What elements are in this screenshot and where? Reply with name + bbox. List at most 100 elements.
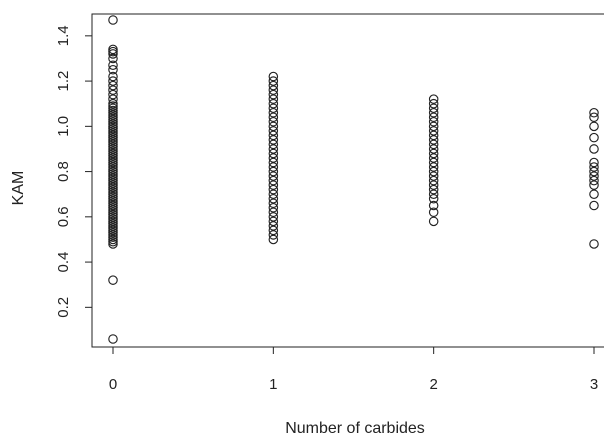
data-point bbox=[428, 153, 439, 163]
data-point bbox=[268, 112, 279, 123]
data-point bbox=[108, 76, 118, 86]
data-point bbox=[428, 207, 439, 218]
data-point bbox=[268, 234, 279, 245]
y-axis-label: KAM bbox=[10, 171, 27, 206]
data-point bbox=[428, 166, 439, 177]
y-tick-label: 0.2 bbox=[55, 297, 72, 318]
x-tick-label: 2 bbox=[429, 376, 437, 393]
data-point bbox=[268, 94, 279, 104]
data-point bbox=[268, 225, 279, 236]
data-point bbox=[589, 239, 599, 249]
data-point bbox=[589, 200, 599, 211]
data-point bbox=[108, 53, 118, 64]
data-point bbox=[428, 126, 439, 136]
x-tick-label: 1 bbox=[269, 376, 277, 393]
data-point bbox=[428, 200, 439, 211]
data-point bbox=[589, 121, 599, 132]
data-point bbox=[268, 103, 279, 114]
data-point bbox=[268, 193, 279, 204]
data-point bbox=[428, 193, 439, 204]
data-point bbox=[589, 189, 599, 199]
data-point bbox=[108, 89, 118, 100]
x-axis-label: Number of carbides bbox=[285, 420, 425, 437]
data-point bbox=[428, 157, 439, 168]
data-point bbox=[268, 117, 279, 127]
data-point bbox=[589, 166, 599, 177]
data-point bbox=[268, 135, 279, 145]
data-point bbox=[428, 112, 439, 123]
data-point bbox=[268, 80, 279, 91]
data-point bbox=[268, 212, 279, 222]
data-point bbox=[589, 157, 599, 168]
data-point bbox=[428, 98, 439, 109]
data-point bbox=[268, 153, 279, 163]
y-tick-label: 0.6 bbox=[55, 206, 72, 227]
data-point bbox=[428, 94, 439, 104]
data-point bbox=[108, 15, 118, 25]
data-point bbox=[428, 148, 439, 159]
data-point bbox=[108, 275, 118, 285]
data-point bbox=[268, 157, 279, 168]
data-point bbox=[268, 230, 279, 240]
data-point bbox=[268, 207, 279, 218]
data-point bbox=[268, 162, 279, 172]
data-point bbox=[589, 107, 599, 118]
data-point bbox=[428, 171, 439, 181]
data-point bbox=[268, 130, 279, 141]
data-point bbox=[428, 139, 439, 150]
data-point bbox=[268, 148, 279, 159]
data-point bbox=[268, 144, 279, 154]
data-point bbox=[428, 175, 439, 186]
data-point bbox=[589, 175, 599, 186]
data-point bbox=[428, 107, 439, 118]
data-point bbox=[428, 162, 439, 172]
data-point bbox=[268, 139, 279, 150]
data-point bbox=[428, 117, 439, 127]
data-point bbox=[268, 121, 279, 132]
data-point bbox=[589, 162, 599, 172]
data-point bbox=[428, 144, 439, 154]
data-point bbox=[268, 221, 279, 231]
data-point bbox=[108, 44, 118, 55]
data-point bbox=[268, 198, 279, 209]
data-point bbox=[108, 85, 118, 95]
data-point bbox=[108, 94, 118, 104]
data-point bbox=[268, 203, 279, 213]
data-point bbox=[268, 171, 279, 181]
data-point bbox=[268, 107, 279, 118]
data-point bbox=[108, 80, 118, 91]
data-point bbox=[268, 126, 279, 136]
data-point bbox=[428, 130, 439, 141]
x-axis-ticks: 0 1 2 3 bbox=[109, 347, 598, 393]
data-point bbox=[268, 71, 279, 82]
y-tick-label: 1.2 bbox=[55, 71, 72, 92]
x-tick-label: 3 bbox=[590, 376, 598, 393]
data-point bbox=[268, 98, 279, 109]
data-point bbox=[108, 98, 118, 109]
data-point bbox=[589, 112, 599, 123]
axis-frame bbox=[91, 13, 604, 348]
x-tick-label: 0 bbox=[109, 376, 117, 393]
data-point bbox=[428, 103, 439, 114]
y-axis-ticks: 0.2 0.4 0.6 0.8 1.0 1.2 1.4 bbox=[55, 25, 92, 318]
data-point bbox=[108, 60, 118, 71]
plot-border bbox=[91, 13, 604, 348]
y-tick-label: 0.4 bbox=[55, 252, 72, 273]
data-point bbox=[268, 189, 279, 199]
data-point bbox=[108, 64, 118, 75]
data-point bbox=[268, 175, 279, 186]
data-point bbox=[108, 334, 118, 344]
data-point bbox=[428, 180, 439, 190]
data-point bbox=[589, 171, 599, 181]
data-point bbox=[589, 180, 599, 190]
data-point bbox=[268, 166, 279, 177]
y-tick-label: 0.8 bbox=[55, 161, 72, 182]
data-point bbox=[268, 180, 279, 190]
data-point bbox=[108, 71, 118, 82]
data-point bbox=[428, 184, 439, 195]
data-point bbox=[428, 135, 439, 145]
data-points-layer bbox=[108, 15, 599, 344]
data-point bbox=[589, 132, 599, 143]
